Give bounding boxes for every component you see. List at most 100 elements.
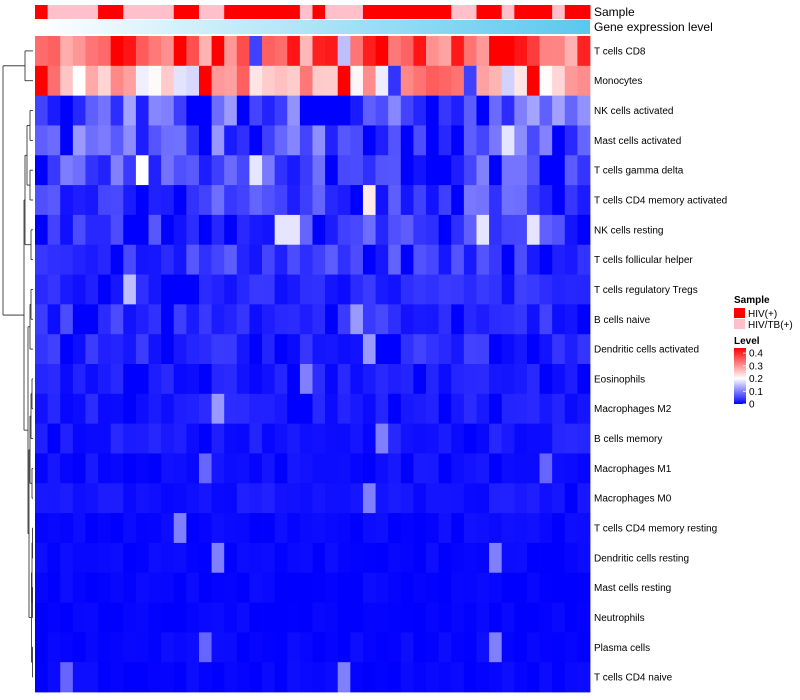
heatmap-cell: [564, 36, 578, 67]
heatmap-cell: [539, 155, 553, 186]
heatmap-cell: [438, 364, 452, 395]
heatmap-cell: [249, 274, 263, 305]
heatmap-cell: [539, 662, 553, 693]
heatmap-cell: [224, 334, 238, 365]
row-label: Monocytes: [594, 76, 642, 87]
heatmap-cell: [476, 334, 490, 365]
sample-annotation-cell: [325, 5, 339, 19]
heatmap-cell: [577, 393, 591, 425]
heatmap-cell: [135, 214, 149, 246]
heatmap-cell: [463, 364, 477, 395]
heatmap-cell: [501, 155, 515, 186]
heatmap-cell: [274, 364, 288, 395]
heatmap-cell: [451, 65, 465, 97]
heatmap-cell: [501, 453, 515, 484]
heatmap-cell: [186, 214, 200, 246]
heatmap-cell: [552, 125, 566, 156]
heatmap-cell: [236, 632, 250, 663]
heatmap-cell: [262, 304, 276, 335]
heatmap-cell: [526, 274, 540, 305]
sample-annotation-cell: [148, 5, 162, 19]
heatmap-cell: [236, 36, 250, 67]
legend-level-title: Level: [734, 336, 760, 347]
heatmap-cell: [198, 364, 212, 395]
heatmap-cell: [98, 36, 112, 67]
heatmap-cell: [350, 185, 364, 216]
heatmap-cell: [161, 364, 175, 395]
heatmap-cell: [514, 95, 528, 126]
heatmap-cell: [186, 602, 200, 633]
heatmap-cell: [350, 65, 364, 97]
heatmap-cell: [476, 364, 490, 395]
heatmap-cell: [98, 304, 112, 335]
heatmap-cell: [451, 364, 465, 395]
heatmap-cell: [148, 423, 162, 454]
heatmap-cell: [72, 602, 86, 633]
heatmap-cell: [350, 274, 364, 305]
heatmap-cell: [148, 542, 162, 574]
heatmap-cell: [489, 155, 503, 186]
heatmap-cell: [426, 602, 440, 633]
heatmap-cell: [85, 274, 99, 305]
heatmap-cell: [299, 155, 313, 186]
heatmap-cell: [85, 125, 99, 156]
heatmap-cell: [110, 602, 124, 633]
heatmap-cell: [35, 214, 49, 246]
heatmap-cell: [274, 334, 288, 365]
heatmap-cell: [489, 423, 503, 454]
heatmap-cell: [426, 95, 440, 126]
heatmap-cell: [337, 364, 351, 395]
heatmap-cell: [110, 513, 124, 544]
heatmap-cell: [148, 185, 162, 216]
heatmap-cell: [476, 274, 490, 305]
heatmap-cell: [299, 483, 313, 514]
heatmap-cell: [123, 155, 137, 186]
heatmap-cell: [249, 542, 263, 574]
heatmap-cell: [526, 36, 540, 67]
heatmap-cell: [98, 483, 112, 514]
heatmap-cell: [325, 423, 339, 454]
heatmap-cell: [173, 304, 187, 335]
heatmap-cell: [72, 334, 86, 365]
heatmap-cell: [337, 65, 351, 97]
heatmap-cell: [564, 214, 578, 246]
heatmap-cell: [47, 155, 61, 186]
heatmap-cell: [426, 274, 440, 305]
heatmap-cell: [60, 393, 74, 425]
heatmap-cell: [224, 125, 238, 156]
heatmap-cell: [564, 95, 578, 126]
heatmap-cell: [514, 334, 528, 365]
heatmap-cell: [526, 602, 540, 633]
heatmap-cell: [489, 214, 503, 246]
heatmap-cell: [148, 155, 162, 186]
heatmap-cell: [362, 483, 376, 514]
heatmap-cell: [148, 572, 162, 603]
heatmap-cell: [413, 513, 427, 544]
heatmap-cell: [148, 364, 162, 395]
heatmap-cell: [489, 602, 503, 633]
heatmap-cell: [375, 483, 389, 514]
heatmap-cell: [262, 393, 276, 425]
heatmap-cell: [564, 364, 578, 395]
heatmap-cell: [337, 542, 351, 574]
heatmap-cell: [123, 95, 137, 126]
heatmap-cell: [186, 662, 200, 693]
heatmap-cell: [249, 662, 263, 693]
heatmap-cell: [85, 393, 99, 425]
heatmap-cell: [211, 185, 225, 216]
heatmap-cell: [135, 662, 149, 693]
heatmap-cell: [98, 125, 112, 156]
heatmap-cell: [451, 36, 465, 67]
heatmap-cell: [85, 95, 99, 126]
row-dendrogram: [2, 50, 33, 678]
heatmap-cell: [110, 274, 124, 305]
heatmap-cell: [35, 244, 49, 275]
heatmap-cell: [287, 185, 301, 216]
heatmap-cell: [325, 36, 339, 67]
heatmap-cell: [186, 274, 200, 305]
heatmap-cell: [123, 214, 137, 246]
heatmap-cell: [375, 244, 389, 275]
heatmap-cell: [249, 244, 263, 275]
heatmap-cell: [489, 632, 503, 663]
heatmap-cell: [463, 244, 477, 275]
